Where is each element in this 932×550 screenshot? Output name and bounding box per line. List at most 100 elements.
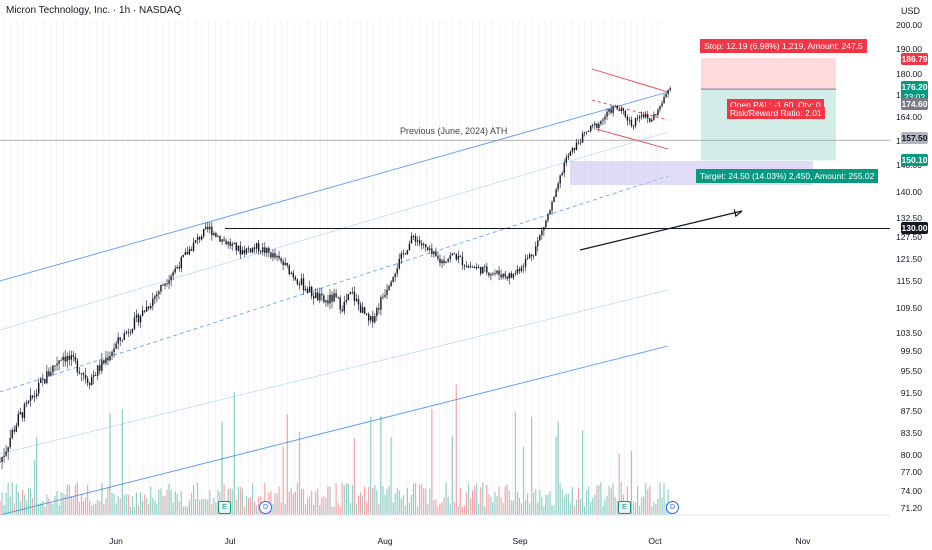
candle-body xyxy=(241,250,244,255)
candle-body xyxy=(431,248,433,254)
volume-bar xyxy=(366,501,368,515)
volume-bar xyxy=(502,503,504,515)
candle-body xyxy=(408,243,411,251)
candle-body xyxy=(500,274,502,278)
volume-bar xyxy=(52,504,54,515)
volume-bar xyxy=(319,505,321,515)
candle-body xyxy=(645,114,647,118)
candle-body xyxy=(280,258,282,262)
volume-bar xyxy=(427,504,429,515)
candle-body xyxy=(23,404,26,418)
candle-body xyxy=(257,243,260,252)
volume-bar xyxy=(186,506,189,515)
volume-bar xyxy=(443,497,445,515)
volume-bar xyxy=(321,497,323,515)
volume-bar xyxy=(563,496,565,515)
volume-bar xyxy=(251,483,254,515)
candle-body xyxy=(439,258,441,264)
candle-body xyxy=(610,109,612,113)
candle-body xyxy=(237,245,240,251)
candle-body xyxy=(561,172,563,176)
dividend-marker-icon[interactable]: D xyxy=(666,501,679,514)
candle-body xyxy=(245,248,248,254)
candle-body xyxy=(573,148,576,151)
candle-body xyxy=(628,119,631,121)
candle-body xyxy=(219,236,221,242)
candle-body xyxy=(661,103,663,107)
wedge-mid xyxy=(591,99,669,121)
candle-body xyxy=(410,236,413,244)
volume-bar xyxy=(249,497,252,515)
candle-body xyxy=(131,329,134,333)
volume-bar xyxy=(425,488,427,515)
candle-body xyxy=(262,247,264,252)
volume-bar xyxy=(488,494,490,515)
candle-body xyxy=(461,256,464,266)
candle-body xyxy=(494,273,496,274)
candle-body xyxy=(29,395,32,401)
volume-bar xyxy=(457,506,459,515)
volume-bar xyxy=(207,499,209,515)
volume-bar xyxy=(217,489,219,515)
earnings-marker-icon[interactable]: E xyxy=(618,501,631,514)
volume-bar xyxy=(113,493,115,515)
candle-body xyxy=(127,332,130,333)
volume-bar xyxy=(480,487,482,515)
candle-body xyxy=(632,125,635,127)
candle-body xyxy=(638,116,641,118)
candle-body xyxy=(555,189,557,197)
candle-body xyxy=(441,260,443,264)
candle-body xyxy=(514,273,517,275)
volume-bar xyxy=(364,486,366,515)
candle-body xyxy=(329,294,331,304)
volume-bar xyxy=(535,488,537,515)
candle-body xyxy=(563,162,565,173)
volume-bar xyxy=(288,491,290,515)
candle-body xyxy=(636,117,639,119)
candle-body xyxy=(317,292,319,301)
volume-bar xyxy=(76,482,79,515)
candle-body xyxy=(56,363,58,366)
volume-bar xyxy=(58,504,60,515)
candle-body xyxy=(567,156,570,158)
volume-bar xyxy=(117,495,119,515)
candle-body xyxy=(665,93,667,97)
dividend-marker-icon[interactable]: D xyxy=(259,501,272,514)
candle-body xyxy=(396,268,398,274)
candle-body xyxy=(290,272,292,275)
volume-bar xyxy=(290,487,292,515)
volume-bar xyxy=(245,496,248,515)
candle-body xyxy=(231,243,233,246)
candle-body xyxy=(107,358,109,361)
y-tick-label: 164.00 xyxy=(896,112,922,122)
candle-body xyxy=(402,253,405,255)
volume-bar xyxy=(95,503,97,515)
volume-bar xyxy=(394,493,396,515)
candle-body xyxy=(209,226,211,230)
volume-bar xyxy=(545,494,547,515)
candle-body xyxy=(288,265,290,275)
candle-body xyxy=(549,210,551,215)
candle-body xyxy=(510,273,512,278)
volume-bar xyxy=(302,488,305,515)
candle-body xyxy=(221,239,223,242)
candle-body xyxy=(345,300,347,302)
volume-bar xyxy=(21,489,24,515)
volume-bar xyxy=(3,505,5,515)
volume-bar xyxy=(608,485,610,515)
earnings-marker-icon[interactable]: E xyxy=(218,501,231,514)
candle-body xyxy=(119,337,121,341)
candle-body xyxy=(38,382,40,394)
volume-bar xyxy=(416,506,419,515)
candle-body xyxy=(612,106,614,113)
candle-body xyxy=(229,241,231,246)
channel-line xyxy=(0,175,669,393)
candle-body xyxy=(129,332,132,334)
candle-body xyxy=(247,248,250,250)
y-tick-label: 180.00 xyxy=(896,69,922,79)
volume-bar xyxy=(643,496,645,515)
volume-bar xyxy=(396,487,398,515)
candle-body xyxy=(516,269,519,274)
candle-body xyxy=(239,245,242,255)
